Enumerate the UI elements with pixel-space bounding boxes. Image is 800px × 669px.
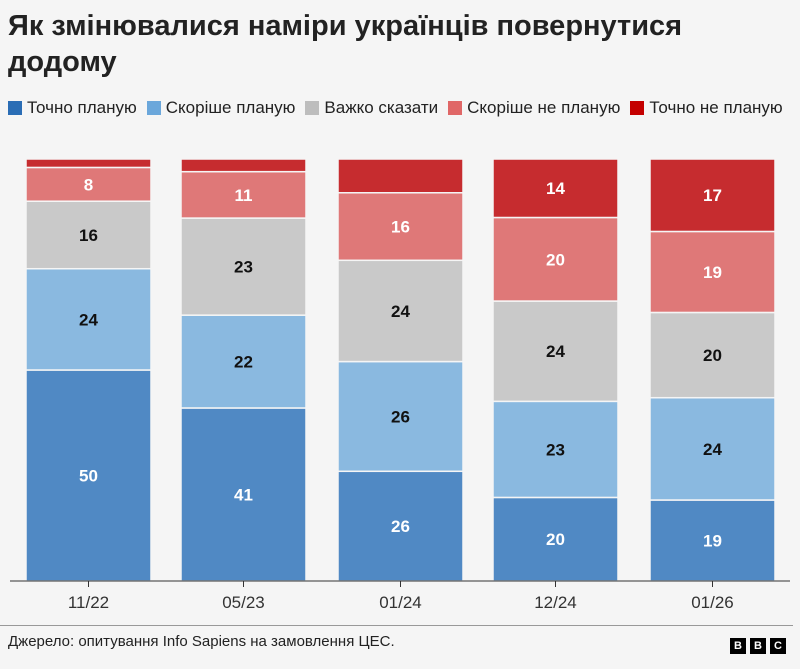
legend-item: Скоріше планую (146, 96, 296, 120)
data-label: 22 (234, 353, 253, 372)
bbc-logo-letter: B (750, 638, 766, 654)
legend-swatch (146, 101, 161, 115)
data-label: 20 (546, 530, 565, 549)
data-label: 14 (546, 179, 565, 198)
bar-segment (492, 400, 619, 499)
data-label: 19 (703, 532, 722, 551)
x-tick-label: 01/24 (379, 593, 422, 612)
bar-segment (180, 407, 307, 582)
data-label: 20 (546, 250, 565, 269)
bar-segment (337, 158, 464, 194)
legend-item: Точно не планую (630, 96, 783, 120)
bbc-logo: B B C (730, 638, 786, 654)
bar-segment (649, 499, 776, 582)
data-label: 17 (703, 186, 722, 205)
chart-title: Як змінювалися наміри українців повернут… (8, 10, 683, 78)
bbc-logo-letter: B (730, 638, 746, 654)
data-label: 16 (391, 218, 410, 237)
bar-segment (649, 158, 776, 233)
source-note: Джерело: опитування Info Sapiens на замо… (8, 633, 395, 650)
data-label: 16 (79, 226, 98, 245)
bar-segment (25, 369, 152, 582)
legend-label: Важко сказати (324, 98, 439, 117)
bar-segment (649, 396, 776, 501)
legend-swatch (630, 101, 645, 115)
legend-label: Точно не планую (649, 98, 783, 117)
data-label: 24 (391, 302, 410, 321)
legend-label: Точно планую (27, 98, 137, 117)
bar-segment (25, 158, 152, 169)
bar-segment (492, 158, 619, 219)
bar-segment (337, 192, 464, 262)
data-label: 19 (703, 263, 722, 282)
data-label: 41 (234, 485, 253, 504)
legend-swatch (448, 101, 463, 115)
legend-label: Скоріше не планую (467, 98, 621, 117)
legend-item: Скоріше не планую (448, 96, 620, 120)
x-tick-label: 01/26 (691, 593, 734, 612)
bar-segment (492, 300, 619, 403)
data-label: 24 (546, 342, 565, 361)
bar-segment (649, 311, 776, 399)
legend-label: Скоріше планую (165, 98, 296, 117)
legend-swatch (305, 101, 320, 115)
legend-item: Важко сказати (305, 96, 438, 120)
x-tick-label: 05/23 (222, 593, 265, 612)
footer-divider (0, 625, 793, 626)
x-tick-label: 11/22 (68, 593, 109, 612)
data-label: 24 (79, 310, 98, 329)
legend-swatch (8, 101, 22, 115)
data-label: 24 (703, 440, 722, 459)
bar-segment (25, 200, 152, 270)
data-label: 11 (235, 186, 253, 205)
bar-segment (25, 267, 152, 371)
legend-item: Точно планую (8, 96, 137, 120)
bar-segment (180, 217, 307, 316)
data-label: 20 (703, 346, 722, 365)
bar-segment (180, 314, 307, 409)
legend: Точно планую Скоріше планую Важко сказати С… (8, 96, 798, 122)
data-label: 26 (391, 407, 410, 426)
data-label: 23 (546, 440, 565, 459)
bbc-logo-letter: C (770, 638, 786, 654)
bar-segment (180, 158, 307, 173)
data-label: 26 (391, 517, 410, 536)
data-label: 50 (79, 467, 98, 486)
x-tick-label: 12/24 (534, 593, 577, 612)
bar-segment (337, 360, 464, 473)
data-label: 23 (234, 258, 253, 277)
data-label: 8 (84, 175, 93, 194)
bar-segment (180, 170, 307, 219)
bar-segment (337, 470, 464, 582)
